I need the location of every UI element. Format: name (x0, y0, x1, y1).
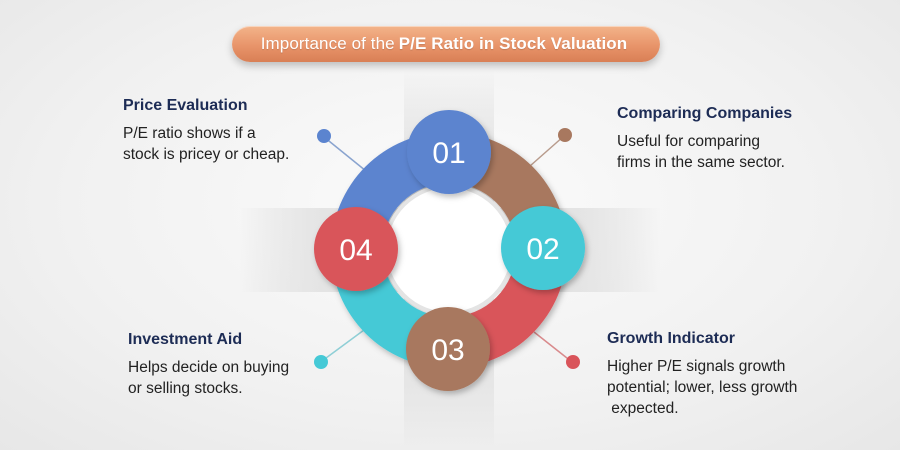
title-banner: Importance of the P/E Ratio in Stock Val… (232, 26, 660, 62)
title-prefix: Importance of the (260, 34, 395, 53)
growth-indicator-heading: Growth Indicator (607, 330, 735, 347)
investment-aid-text: Helps decide on buying or selling stocks… (128, 357, 358, 399)
step-number-01: 01 (432, 137, 465, 170)
comparing-companies-block: Comparing Companies Useful for comparing… (617, 105, 847, 173)
growth-indicator-text: Higher P/E signals growth potential; low… (607, 356, 867, 419)
growth-indicator-line-1: Higher P/E signals growth (607, 358, 786, 375)
step-number-04: 04 (339, 234, 372, 267)
investment-aid-line-1: Helps decide on buying (128, 359, 290, 376)
connector-dot-top-left (317, 129, 331, 143)
step-circle-03 (406, 307, 490, 391)
center-disc (383, 184, 515, 316)
connector-dot-bottom-right (566, 355, 580, 369)
investment-aid-heading: Investment Aid (128, 331, 243, 348)
step-circle-02 (501, 206, 585, 290)
connector-line-top-right (529, 135, 565, 167)
investment-aid-block: Investment Aid Helps decide on buying or… (128, 331, 358, 399)
connector-line-bottom-left (321, 329, 365, 362)
price-evaluation-line-2: stock is pricey or cheap. (123, 146, 290, 163)
step-circle-04 (314, 207, 398, 291)
comparing-companies-text: Useful for comparing firms in the same s… (617, 131, 847, 173)
growth-indicator-block: Growth Indicator Higher P/E signals grow… (607, 330, 867, 419)
investment-aid-line-2: or selling stocks. (128, 380, 243, 397)
title-bold: P/E Ratio in Stock Valuation (398, 34, 628, 53)
price-evaluation-heading: Price Evaluation (123, 97, 248, 114)
comparing-companies-line-2: firms in the same sector. (617, 154, 785, 171)
growth-indicator-line-2: potential; lower, less growth (607, 379, 798, 396)
price-evaluation-block: Price Evaluation P/E ratio shows if a st… (123, 97, 353, 165)
step-number-03: 03 (431, 334, 464, 367)
connector-line-bottom-right (533, 331, 573, 363)
growth-indicator-line-3: expected. (607, 400, 679, 417)
step-circle-01 (407, 110, 491, 194)
connector-dot-bottom-left (314, 355, 328, 369)
comparing-companies-line-1: Useful for comparing (617, 133, 761, 150)
step-number-02: 02 (526, 233, 559, 266)
price-evaluation-line-1: P/E ratio shows if a (123, 125, 256, 142)
connector-dot-top-right (558, 128, 572, 142)
comparing-companies-heading: Comparing Companies (617, 105, 793, 122)
connector-line-top-left (323, 136, 367, 172)
price-evaluation-text: P/E ratio shows if a stock is pricey or … (123, 123, 353, 165)
